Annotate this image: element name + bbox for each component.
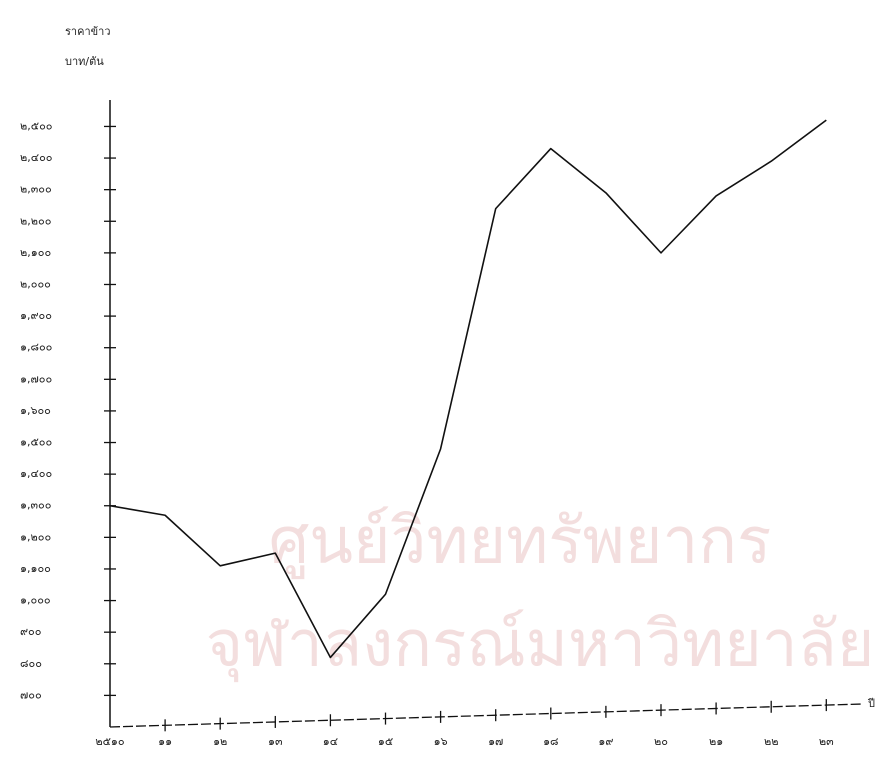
y-tick-label: ๑,๙๐๐ <box>20 309 52 322</box>
x-tick-label: ๑๘ <box>543 735 558 748</box>
y-tick-label: ๒,๑๐๐ <box>20 246 51 259</box>
y-tick-label: ๑,๕๐๐ <box>20 436 52 449</box>
y-tick-label: ๑,๘๐๐ <box>20 341 52 354</box>
x-tick-label: ๑๓ <box>268 735 283 748</box>
y-tick-label: ๑,๖๐๐ <box>20 404 51 417</box>
x-tick-label: ๑๒ <box>213 735 227 748</box>
watermark: จุฬาลงกรณ์มหาวิทยาลัย <box>206 608 875 683</box>
y-tick-label: ๒,๔๐๐ <box>20 151 53 164</box>
y-tick-label: ๒,๒๐๐ <box>20 214 51 227</box>
page: ศูนย์วิทยทรัพยากร จุฬาลงกรณ์มหาวิทยาลัย … <box>0 0 881 759</box>
x-axis <box>110 704 862 727</box>
y-tick-label: ๑,๔๐๐ <box>20 467 52 480</box>
x-tick-label: ๑๔ <box>323 735 338 748</box>
y-tick-label: ๙๐๐ <box>20 625 41 638</box>
y-tick-label: ๒,๐๐๐ <box>20 277 51 290</box>
y-tick-label: ๑,๓๐๐ <box>20 499 51 512</box>
y-tick-label: ๘๐๐ <box>20 657 42 670</box>
chart: ศูนย์วิทยทรัพยากร จุฬาลงกรณ์มหาวิทยาลัย … <box>0 0 881 759</box>
x-tick-label: ๒๕๑๐ <box>95 735 124 748</box>
y-tick-label: ๑,๗๐๐ <box>20 372 52 385</box>
y-tick-label: ๑,๒๐๐ <box>20 530 51 543</box>
x-tick-label: ๑๖ <box>434 735 448 748</box>
y-tick-label: ๑,๑๐๐ <box>20 562 51 575</box>
x-axis-title: ปี <box>867 697 875 710</box>
y-tick-label: ๗๐๐ <box>20 688 42 701</box>
x-tick-label: ๒๒ <box>764 735 779 748</box>
x-tick-label: ๒๓ <box>819 735 834 748</box>
y-axis-title: ราคาข้าว <box>65 25 111 38</box>
x-tick-label: ๑๙ <box>598 735 613 748</box>
y-axis-unit: บาท/ตัน <box>65 55 104 68</box>
y-tick-label: ๒,๕๐๐ <box>20 119 53 132</box>
x-tick-label: ๑๗ <box>488 735 503 748</box>
x-tick-label: ๒๑ <box>709 735 723 748</box>
watermark: ศูนย์วิทยทรัพยากร <box>269 505 772 580</box>
y-tick-label: ๒,๓๐๐ <box>20 183 52 196</box>
y-tick-label: ๑,๐๐๐ <box>20 594 51 607</box>
x-tick-label: ๑๕ <box>378 735 393 748</box>
x-tick-label: ๒๐ <box>654 735 668 748</box>
x-tick-label: ๑๑ <box>158 735 172 748</box>
